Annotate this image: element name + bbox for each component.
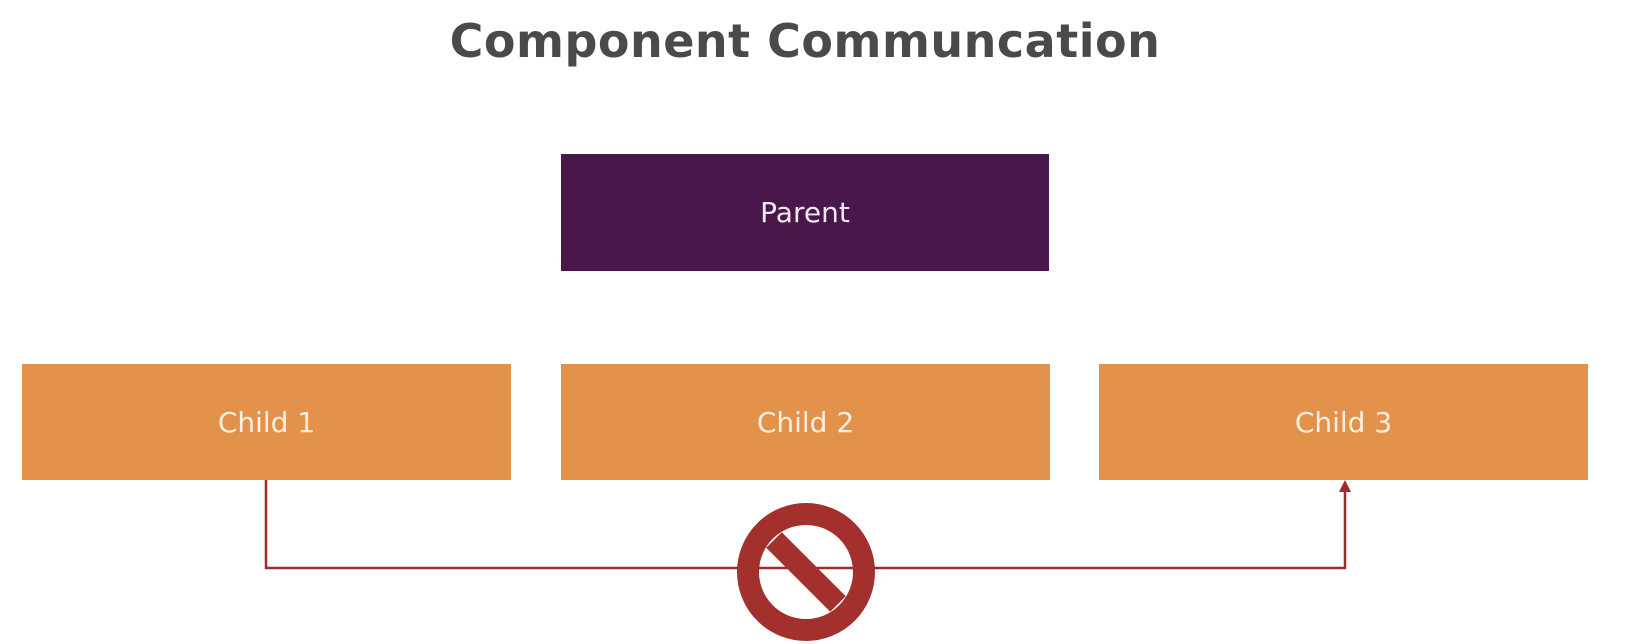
child-node-3: Child 3 [1099,364,1588,480]
connector-line [264,480,1347,570]
arrowhead-icon [1339,480,1351,492]
child-node-2: Child 2 [561,364,1050,480]
child1-to-child3-connector [264,480,1351,570]
parent-node: Parent [561,154,1049,271]
no-entry-icon [737,503,875,641]
child-node-1: Child 1 [22,364,511,480]
diagram-title: Component Communcation [449,14,1161,68]
